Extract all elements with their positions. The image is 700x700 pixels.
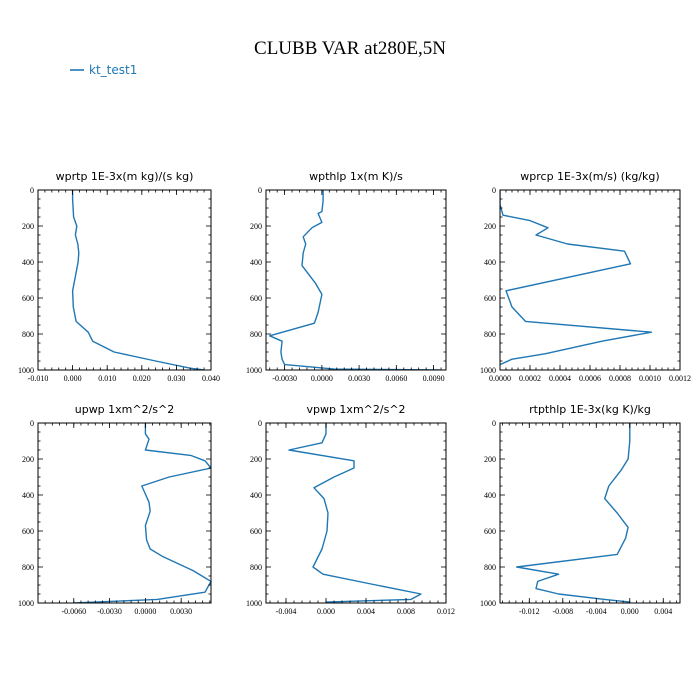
y-tick-label: 400 xyxy=(484,258,496,267)
series-line-1 xyxy=(73,423,211,603)
y-tick-label: 1000 xyxy=(18,599,34,608)
y-tick-label: 200 xyxy=(22,222,34,231)
x-tick-label: 0.0030 xyxy=(348,374,370,383)
y-tick-label: 0 xyxy=(30,186,34,195)
y-tick-label: 200 xyxy=(250,455,262,464)
panel-4: upwp 1xm^2/s^2 -0.0060 -0.0030 0.0000 0.0030… xyxy=(18,403,212,616)
y-tick-label: 800 xyxy=(484,563,496,572)
y-tick-label: 0 xyxy=(30,419,34,428)
y-tick-label: 800 xyxy=(22,330,34,339)
y-tick-label: 200 xyxy=(250,222,262,231)
panels: wprtp 1E-3x(m kg)/(s kg) -0.010 0.000 0.010… xyxy=(18,170,691,616)
x-tick-label: -0.0030 xyxy=(97,607,122,616)
figure-title: CLUBB VAR at280E,5N xyxy=(254,38,446,59)
x-tick-label: 0.000 xyxy=(621,607,639,616)
panel-title: upwp 1xm^2/s^2 xyxy=(75,403,175,416)
x-tick-label: 0.000 xyxy=(64,374,82,383)
x-tick-label: 0.0008 xyxy=(609,374,631,383)
panel-title: wprtp 1E-3x(m kg)/(s kg) xyxy=(56,170,194,183)
panel-6: rtpthlp 1E-3x(kg K)/kg -0.012 -0.008 -0.004… xyxy=(480,403,681,616)
panel-1: wprtp 1E-3x(m kg)/(s kg) -0.010 0.000 0.010… xyxy=(18,170,220,383)
y-tick-label: 600 xyxy=(22,294,34,303)
panel-title: vpwp 1xm^2/s^2 xyxy=(306,403,405,416)
x-tick-label: 0.0010 xyxy=(639,374,661,383)
y-tick-label: 1000 xyxy=(480,599,496,608)
legend-label: kt_test1 xyxy=(89,63,137,77)
series-line-1 xyxy=(500,190,653,366)
series-line-1 xyxy=(71,190,205,370)
panel-title: wprcp 1E-3x(m/s) (kg/kg) xyxy=(520,170,659,183)
y-tick-label: 800 xyxy=(22,563,34,572)
y-tick-label: 0 xyxy=(492,419,496,428)
x-tick-label: -0.0060 xyxy=(61,607,86,616)
panel-title: wpthlp 1x(m K)/s xyxy=(309,170,403,183)
x-tick-label: 0.010 xyxy=(98,374,116,383)
series-line-1 xyxy=(288,423,422,603)
x-tick-label: -0.004 xyxy=(276,607,297,616)
x-tick-label: -0.012 xyxy=(519,607,540,616)
y-tick-label: 0 xyxy=(492,186,496,195)
y-tick-label: 800 xyxy=(250,330,262,339)
x-tick-label: -0.004 xyxy=(586,607,607,616)
y-tick-label: 1000 xyxy=(18,366,34,375)
x-tick-label: 0.004 xyxy=(357,607,375,616)
x-tick-label: 0.0000 xyxy=(311,374,333,383)
panel-3: wprcp 1E-3x(m/s) (kg/kg) 0.0000 0.0002 0.00… xyxy=(480,170,691,383)
legend: kt_test1 xyxy=(70,63,137,77)
y-tick-label: 800 xyxy=(250,563,262,572)
y-tick-label: 200 xyxy=(22,455,34,464)
x-tick-label: -0.010 xyxy=(28,374,49,383)
y-tick-label: 600 xyxy=(484,294,496,303)
y-tick-label: 400 xyxy=(250,491,262,500)
y-tick-label: 1000 xyxy=(246,366,262,375)
y-tick-label: 200 xyxy=(484,455,496,464)
x-tick-label: 0.0060 xyxy=(385,374,407,383)
y-tick-label: 200 xyxy=(484,222,496,231)
y-tick-label: 400 xyxy=(22,491,34,500)
y-tick-label: 1000 xyxy=(246,599,262,608)
panel-5: vpwp 1xm^2/s^2 -0.004 0.000 0.004 0.008 0.012… xyxy=(246,403,455,616)
x-tick-label: 0.0090 xyxy=(423,374,445,383)
x-tick-label: 0.0000 xyxy=(134,607,156,616)
x-tick-label: 0.0030 xyxy=(170,607,192,616)
x-tick-label: 0.020 xyxy=(133,374,151,383)
x-tick-label: 0.0006 xyxy=(579,374,601,383)
y-tick-label: 800 xyxy=(484,330,496,339)
y-tick-label: 600 xyxy=(22,527,34,536)
y-tick-label: 400 xyxy=(484,491,496,500)
x-tick-label: 0.0004 xyxy=(549,374,571,383)
x-tick-label: 0.000 xyxy=(317,607,335,616)
x-tick-label: 0.0002 xyxy=(519,374,541,383)
panel-title: rtpthlp 1E-3x(kg K)/kg xyxy=(529,403,651,416)
x-tick-label: 0.008 xyxy=(397,607,415,616)
x-tick-label: -0.0030 xyxy=(272,374,297,383)
y-tick-label: 0 xyxy=(258,186,262,195)
x-tick-label: 0.004 xyxy=(654,607,672,616)
y-tick-label: 600 xyxy=(484,527,496,536)
y-tick-label: 0 xyxy=(258,419,262,428)
x-tick-label: 0.030 xyxy=(167,374,185,383)
y-tick-label: 600 xyxy=(250,527,262,536)
x-tick-label: 0.0000 xyxy=(489,374,511,383)
y-tick-label: 400 xyxy=(250,258,262,267)
series-line-1 xyxy=(269,190,440,370)
y-tick-label: 400 xyxy=(22,258,34,267)
y-tick-label: 600 xyxy=(250,294,262,303)
x-tick-label: -0.008 xyxy=(552,607,573,616)
x-tick-label: 0.012 xyxy=(437,607,455,616)
x-tick-label: 0.040 xyxy=(202,374,220,383)
panel-2: wpthlp 1x(m K)/s -0.0030 0.0000 0.0030 0.006… xyxy=(246,170,447,383)
series-line-1 xyxy=(516,423,631,603)
x-tick-label: 0.0012 xyxy=(669,374,691,383)
y-tick-label: 1000 xyxy=(480,366,496,375)
